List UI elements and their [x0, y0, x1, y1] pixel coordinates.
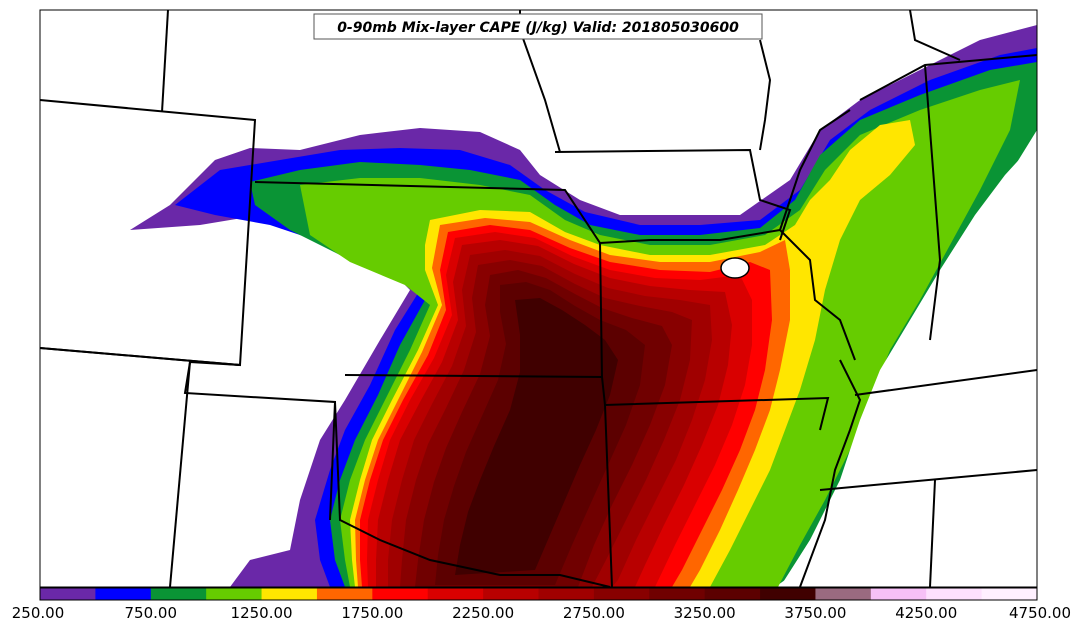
colorbar-bin: [40, 588, 96, 600]
colorbar-bin: [870, 588, 927, 600]
colorbar-bin: [815, 588, 872, 600]
border-line: [254, 181, 601, 244]
colorbar-tick-label: 750.00: [125, 604, 178, 622]
colorbar-bin: [981, 588, 1038, 600]
colorbar-tick-label: 2750.00: [563, 604, 625, 622]
colorbar-tick-label: 4250.00: [895, 604, 957, 622]
colorbar-tick-label: 4750.00: [1009, 604, 1071, 622]
border-line: [161, 10, 169, 113]
colorbar-bin: [427, 588, 484, 600]
border-line: [854, 369, 1037, 396]
border-line: [759, 39, 772, 151]
map-title: 0-90mb Mix-layer CAPE (J/kg) Valid: 2018…: [337, 20, 739, 36]
border-line: [334, 401, 611, 587]
border-line: [604, 404, 613, 587]
colorbar-frame: [39, 587, 1038, 601]
map-frame: [39, 9, 1038, 588]
colorbar-bin: [206, 588, 263, 600]
border-line: [599, 229, 781, 244]
colorbar-bin: [593, 588, 650, 600]
colorbar-bin: [316, 588, 373, 600]
colorbar-bin: [372, 588, 429, 600]
colorbar-tick-label: 1250.00: [231, 604, 293, 622]
colorbar-bin: [95, 588, 152, 600]
colorbar-tick-label: 2250.00: [452, 604, 514, 622]
border-line: [799, 359, 862, 587]
colorbar-bin: [704, 588, 761, 600]
colorbar-bin: [760, 588, 816, 600]
state-borders: [40, 10, 1037, 587]
colorbar: 250.00 750.00 1250.00 1750.00 2250.00 2750.00…: [12, 587, 1071, 622]
lake-outline: [720, 257, 750, 279]
border-line: [40, 347, 241, 366]
border-line: [169, 361, 191, 587]
colorbar-bin: [649, 588, 706, 600]
title-box: 0-90mb Mix-layer CAPE (J/kg) Valid: 2018…: [313, 13, 763, 40]
border-line: [779, 229, 856, 361]
colorbar-tick-label: 250.00: [12, 604, 65, 622]
colorbar-bin: [261, 588, 318, 600]
border-line: [554, 148, 792, 241]
border-line: [819, 469, 1037, 491]
colorbar-bin: [483, 588, 539, 600]
colorbar-tick-label: 1750.00: [341, 604, 403, 622]
cape-contour-fill: [130, 10, 1037, 587]
colorbar-bin: [150, 588, 207, 600]
colorbar-bin: [926, 588, 983, 600]
colorbar-tick-label: 3250.00: [674, 604, 736, 622]
border-line: [929, 479, 936, 587]
colorbar-bin: [538, 588, 595, 600]
cape-clear-ne: [880, 10, 1037, 60]
border-line: [909, 10, 961, 61]
border-line: [779, 109, 851, 231]
colorbar-tick-label: 3750.00: [784, 604, 846, 622]
border-line: [924, 64, 942, 341]
cape-band-3500: [455, 298, 618, 575]
border-line: [601, 376, 830, 431]
